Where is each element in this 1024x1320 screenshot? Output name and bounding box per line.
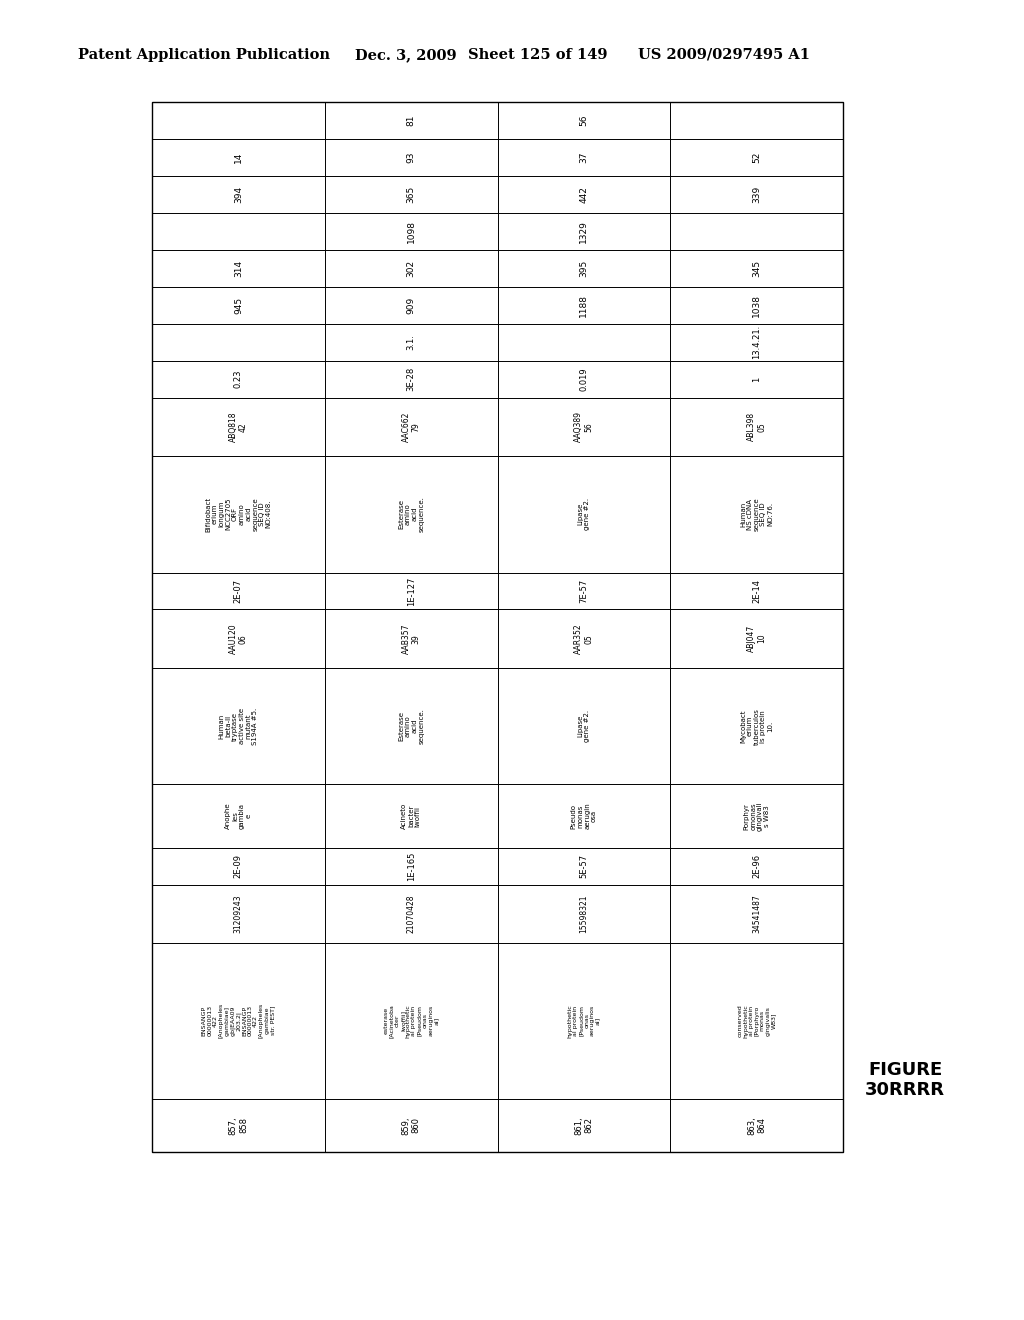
Text: Porphyr
omonas
gingivali
s W83: Porphyr omonas gingivali s W83 xyxy=(743,801,770,830)
Text: 314: 314 xyxy=(233,260,243,277)
Text: AAR352
05: AAR352 05 xyxy=(574,623,593,653)
Text: 21070428: 21070428 xyxy=(407,895,416,933)
Text: 1E-127: 1E-127 xyxy=(407,577,416,606)
Text: Human
NS cDNA
sequence
SEQ ID
NO:76.: Human NS cDNA sequence SEQ ID NO:76. xyxy=(740,498,773,531)
Text: Esterase
amino
acid
sequence.: Esterase amino acid sequence. xyxy=(398,496,424,532)
Text: 3E-28: 3E-28 xyxy=(407,367,416,391)
Text: 1: 1 xyxy=(752,376,761,381)
Text: 15598321: 15598321 xyxy=(580,895,589,933)
Text: 0.019: 0.019 xyxy=(580,367,589,391)
Text: AAQ389
56: AAQ389 56 xyxy=(574,412,593,442)
Text: AAC662
79: AAC662 79 xyxy=(401,412,421,442)
Text: 1329: 1329 xyxy=(580,220,589,243)
Text: 93: 93 xyxy=(407,152,416,164)
Text: 2E-96: 2E-96 xyxy=(752,854,761,878)
Text: FIGURE
30RRRR: FIGURE 30RRRR xyxy=(865,1060,945,1100)
Text: 2E-14: 2E-14 xyxy=(752,579,761,603)
Text: 3.1.: 3.1. xyxy=(407,334,416,350)
Text: ENSANGP
00000013
422
[Anopheles
gambiae]
gb|EAA09
203.2|
ENSANGP
00000013
422
[A: ENSANGP 00000013 422 [Anopheles gambiae]… xyxy=(202,1003,275,1039)
Text: 339: 339 xyxy=(752,186,761,203)
Bar xyxy=(152,102,843,1152)
Text: 1098: 1098 xyxy=(407,220,416,243)
Text: 442: 442 xyxy=(580,186,589,203)
Text: 1188: 1188 xyxy=(580,293,589,317)
Text: Esterase
amino
acid
sequence.: Esterase amino acid sequence. xyxy=(398,709,424,744)
Text: ABL398
05: ABL398 05 xyxy=(748,412,766,441)
Text: US 2009/0297495 A1: US 2009/0297495 A1 xyxy=(638,48,810,62)
Text: 857,
858: 857, 858 xyxy=(228,1115,248,1135)
Text: AAU120
06: AAU120 06 xyxy=(228,623,248,653)
Text: esterase
[Acinetoba
cter
lwoffii]
hypothetic
al protein
[Pseudom
onas
aeruginos
: esterase [Acinetoba cter lwoffii] hypoth… xyxy=(383,1003,439,1038)
Text: 345: 345 xyxy=(752,260,761,277)
Text: 859,
860: 859, 860 xyxy=(401,1115,421,1134)
Text: 394: 394 xyxy=(233,186,243,203)
Text: Human
beta-II
tryptase
active site
mutant
S194A #5.: Human beta-II tryptase active site mutan… xyxy=(218,708,258,744)
Text: 34541487: 34541487 xyxy=(752,895,761,933)
Text: ABJ047
10: ABJ047 10 xyxy=(748,626,766,652)
Text: AAB357
39: AAB357 39 xyxy=(401,623,421,653)
Text: 945: 945 xyxy=(233,297,243,314)
Text: Dec. 3, 2009: Dec. 3, 2009 xyxy=(355,48,457,62)
Text: hypothetic
al protein
[Pseudom
onas
aeruginos
al]: hypothetic al protein [Pseudom onas aeru… xyxy=(567,1005,600,1038)
Text: Anophe
les
gambia
e: Anophe les gambia e xyxy=(225,803,252,829)
Text: Lipase
gene #2.: Lipase gene #2. xyxy=(578,498,590,531)
Text: 365: 365 xyxy=(407,186,416,203)
Text: 31209243: 31209243 xyxy=(233,895,243,933)
Text: 1038: 1038 xyxy=(752,293,761,317)
Text: 395: 395 xyxy=(580,260,589,277)
Text: 302: 302 xyxy=(407,260,416,277)
Text: 0.23: 0.23 xyxy=(233,370,243,388)
Text: Pseudo
monas
aerugin
osa: Pseudo monas aerugin osa xyxy=(570,803,597,829)
Text: 863,
864: 863, 864 xyxy=(748,1115,766,1135)
Text: 2E-07: 2E-07 xyxy=(233,579,243,603)
Text: Bifidobact
erium
longum
NCC2705
ORF
amino
acid
sequence
SEQ ID
NO:408.: Bifidobact erium longum NCC2705 ORF amin… xyxy=(205,496,271,532)
Text: Lipase
gene #2.: Lipase gene #2. xyxy=(578,710,590,742)
Text: 2E-09: 2E-09 xyxy=(233,854,243,878)
Text: 52: 52 xyxy=(752,152,761,164)
Text: 7E-57: 7E-57 xyxy=(580,579,589,603)
Text: 909: 909 xyxy=(407,297,416,314)
Text: 56: 56 xyxy=(580,115,589,127)
Text: Mycobact
erium
tuberculos
is protein
10.: Mycobact erium tuberculos is protein 10. xyxy=(740,708,773,744)
Text: 37: 37 xyxy=(580,152,589,164)
Text: ABQ818
42: ABQ818 42 xyxy=(228,412,248,442)
Text: conserved
hypothetic
al protein
[Porphyro
monas
gingivalis
W83]: conserved hypothetic al protein [Porphyr… xyxy=(737,1005,776,1038)
Text: 14: 14 xyxy=(233,152,243,164)
Text: 1E-165: 1E-165 xyxy=(407,851,416,880)
Text: 861,
862: 861, 862 xyxy=(574,1115,593,1135)
Text: Patent Application Publication: Patent Application Publication xyxy=(78,48,330,62)
Text: 81: 81 xyxy=(407,115,416,127)
Text: 5E-57: 5E-57 xyxy=(580,854,589,878)
Text: Sheet 125 of 149: Sheet 125 of 149 xyxy=(468,48,607,62)
Text: 13.4.21.: 13.4.21. xyxy=(752,325,761,359)
Text: Acineto
bacter
lwoffii: Acineto bacter lwoffii xyxy=(401,803,421,829)
